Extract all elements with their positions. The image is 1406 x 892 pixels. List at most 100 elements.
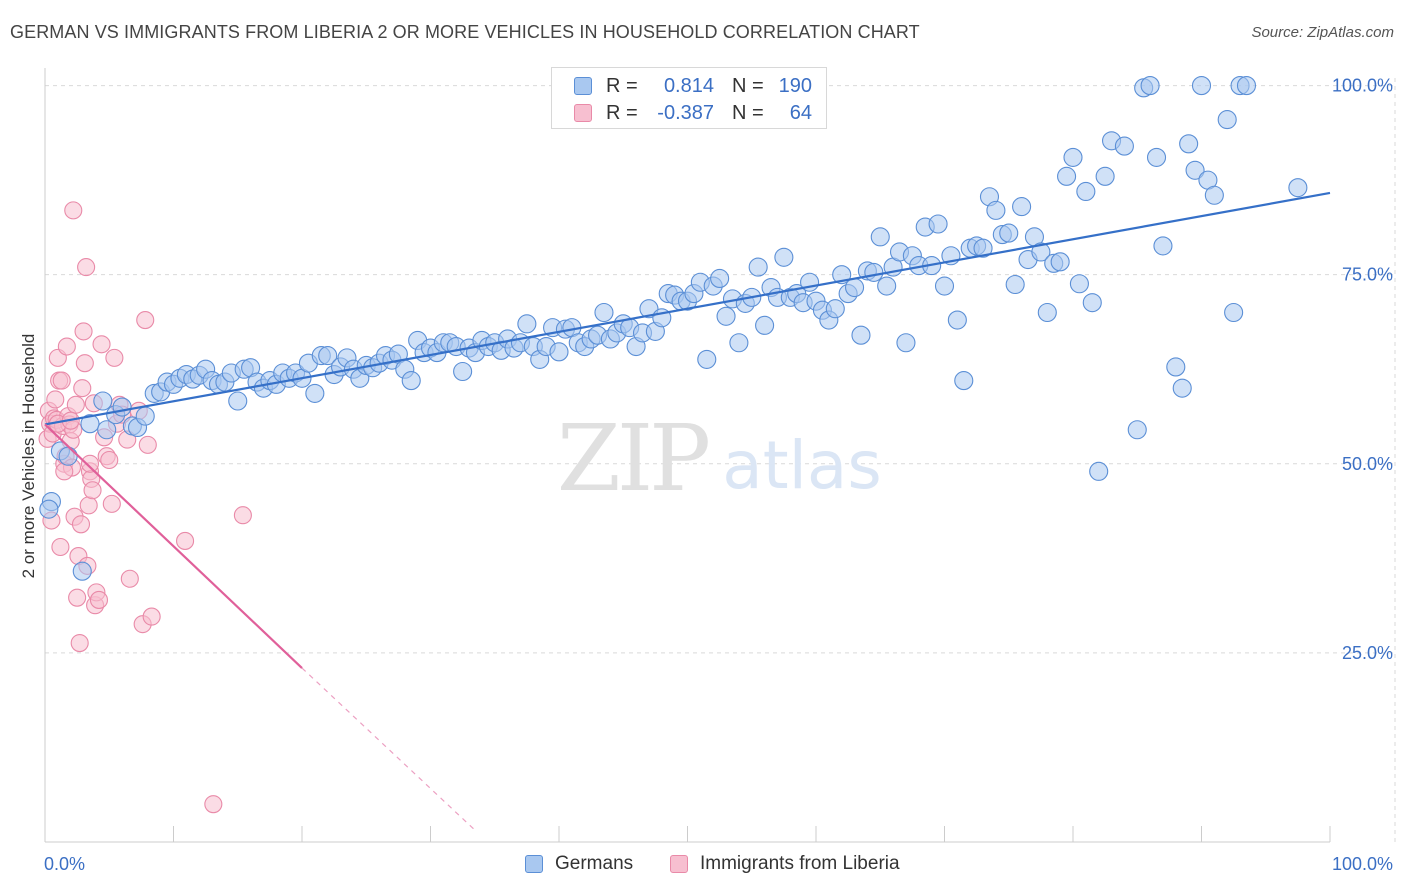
germans-point — [986, 200, 1006, 220]
y-tick-label: 50.0% — [1342, 454, 1393, 474]
liberia-trend-extension — [301, 667, 476, 832]
legend-row-liberia: R = -0.387 N = 64 — [574, 100, 812, 126]
germans-point — [401, 371, 421, 391]
series-legend-germans[interactable]: Germans — [525, 852, 633, 876]
correlation-legend: R = 0.814 N = 190 R = -0.387 N = 64 — [551, 67, 827, 129]
germans-point — [729, 333, 749, 353]
germans-point — [549, 342, 569, 362]
liberia-point — [105, 348, 124, 367]
germans-point — [305, 383, 325, 403]
liberia-point — [138, 435, 157, 454]
series-label-liberia: Immigrants from Liberia — [700, 853, 900, 874]
liberia-point — [52, 371, 71, 390]
liberia-point — [233, 506, 252, 525]
germans-point — [1031, 242, 1051, 262]
germans-point — [1288, 178, 1308, 198]
germans-trend-line — [44, 191, 1331, 426]
legend-n-label: N = — [732, 74, 764, 97]
liberia-points — [38, 201, 252, 814]
germans-point — [870, 227, 890, 247]
germans-point — [716, 306, 736, 326]
germans-point — [1153, 236, 1173, 256]
y-tick-label: 25.0% — [1342, 643, 1393, 663]
germans-point — [80, 414, 100, 434]
germans-point — [973, 238, 993, 258]
germans-point — [710, 268, 730, 289]
series-label-germans: Germans — [555, 853, 634, 874]
germans-point — [1204, 185, 1224, 205]
germans-point — [877, 276, 897, 296]
germans-point — [1179, 134, 1199, 154]
germans-point — [1127, 420, 1147, 440]
liberia-point — [100, 450, 119, 470]
germans-point — [999, 223, 1019, 243]
liberia-point — [79, 496, 98, 515]
trend-lines — [44, 191, 1331, 832]
chart-title: GERMAN VS IMMIGRANTS FROM LIBERIA 2 OR M… — [10, 22, 920, 42]
legend-r-value: -0.387 — [657, 101, 714, 124]
legend-swatch-germans — [574, 77, 592, 95]
liberia-point — [68, 588, 87, 607]
liberia-point — [70, 634, 89, 653]
germans-point — [135, 406, 155, 426]
germans-point — [774, 247, 794, 267]
liberia-point — [80, 454, 100, 473]
liberia-point — [204, 795, 223, 814]
germans-point — [954, 371, 974, 391]
liberia-point — [136, 311, 155, 330]
germans-point — [1037, 302, 1057, 323]
germans-point — [39, 499, 59, 519]
series-legend-liberia[interactable]: Immigrants from Liberia — [670, 852, 900, 876]
germans-point — [318, 346, 338, 366]
germans-point — [1146, 147, 1167, 167]
legend-n-label: N = — [732, 101, 764, 124]
germans-point — [755, 315, 775, 335]
germans-point — [93, 391, 113, 411]
germans-point — [72, 561, 92, 581]
germans-point — [928, 214, 948, 234]
germans-point — [864, 262, 884, 282]
germans-point — [1089, 461, 1109, 481]
liberia-point — [92, 335, 111, 354]
germans-point — [58, 446, 78, 466]
liberia-point — [74, 322, 93, 341]
germans-point — [1076, 181, 1096, 202]
liberia-point — [176, 531, 195, 550]
germans-points — [39, 76, 1308, 581]
germans-point — [748, 257, 768, 277]
x-tick-label: 0.0% — [44, 854, 85, 874]
tick-labels: 100.0% 75.0% 50.0% 25.0% 0.0% 100.0% — [44, 76, 1393, 874]
y-tick-label: 100.0% — [1332, 76, 1393, 96]
legend-r-value: 0.814 — [663, 74, 714, 97]
germans-point — [1005, 274, 1025, 295]
liberia-point — [46, 390, 65, 409]
legend-r-label: R = — [606, 101, 638, 124]
germans-point — [228, 391, 248, 411]
liberia-point — [71, 515, 91, 534]
series-swatch-germans — [525, 855, 543, 873]
liberia-point — [77, 258, 96, 277]
liberia-point — [102, 494, 121, 513]
liberia-point — [51, 537, 70, 557]
watermark-zip: ZIP — [557, 405, 708, 512]
germans-point — [844, 277, 865, 298]
germans-point — [1172, 378, 1192, 398]
liberia-point — [75, 354, 94, 373]
legend-n-value: 190 — [778, 74, 812, 97]
germans-point — [517, 314, 537, 334]
germans-point — [1224, 302, 1244, 323]
germans-point — [1050, 252, 1070, 272]
liberia-point — [120, 569, 139, 588]
germans-point — [1217, 110, 1237, 130]
germans-point — [1140, 76, 1160, 96]
germans-point — [934, 276, 955, 296]
liberia-point — [89, 590, 109, 609]
liberia-point — [64, 201, 83, 220]
germans-point — [1166, 357, 1186, 377]
germans-point — [1082, 293, 1102, 313]
germans-point — [1069, 274, 1089, 294]
liberia-trend-line — [44, 423, 303, 669]
watermark-atlas: atlas — [722, 427, 882, 504]
germans-point — [97, 420, 117, 440]
